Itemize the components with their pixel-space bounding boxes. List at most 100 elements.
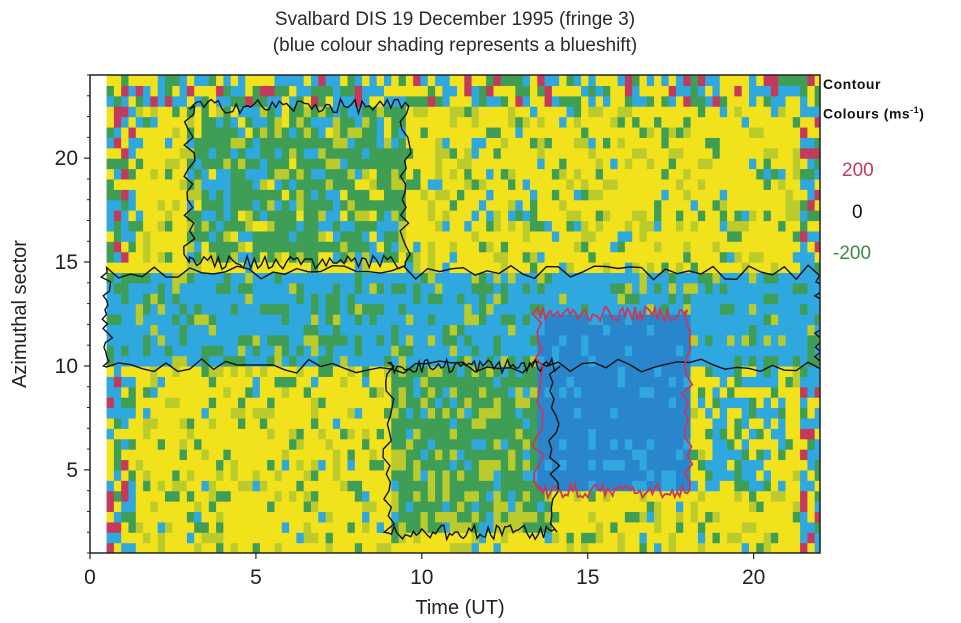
heatmap-cell [128, 220, 137, 232]
heatmap-cell [661, 397, 670, 409]
heatmap-cell [201, 178, 210, 190]
heatmap-cell [391, 293, 400, 305]
heatmap-cell [705, 407, 714, 419]
heatmap-cell [201, 282, 210, 294]
heatmap-cell [493, 376, 502, 388]
heatmap-cell [310, 449, 319, 461]
heatmap-cell [121, 490, 130, 502]
heatmap-cell [325, 521, 334, 533]
heatmap-cell [697, 438, 706, 450]
heatmap-cell [135, 158, 144, 170]
heatmap-cell [216, 293, 224, 305]
heatmap-cell [471, 272, 480, 284]
heatmap-cell [245, 293, 254, 305]
heatmap-cell [237, 199, 246, 211]
heatmap-cell [398, 376, 407, 388]
heatmap-cell [792, 459, 801, 471]
heatmap-cell [281, 542, 290, 553]
heatmap-cell [456, 168, 465, 180]
heatmap-cell [121, 459, 130, 471]
heatmap-cell [449, 365, 458, 377]
heatmap-cell [340, 189, 349, 201]
heatmap-cell [420, 428, 429, 440]
heatmap-cell [157, 542, 166, 553]
heatmap-cell [537, 241, 546, 253]
heatmap-cell [456, 189, 465, 201]
heatmap-cell [310, 85, 319, 97]
heatmap-cell [340, 303, 349, 315]
heatmap-cell [478, 158, 487, 170]
heatmap-cell [435, 272, 443, 284]
heatmap-cell [705, 386, 714, 398]
heatmap-cell [194, 220, 203, 232]
heatmap-cell [814, 106, 820, 118]
heatmap-cell [113, 75, 122, 86]
heatmap-cell [471, 480, 480, 492]
heatmap-cell [230, 459, 239, 471]
heatmap-cell [551, 324, 560, 336]
heatmap-cell [289, 95, 297, 107]
heatmap-cell [712, 521, 721, 533]
heatmap-cell [435, 168, 443, 180]
heatmap-cell [427, 85, 436, 97]
heatmap-cell [697, 501, 706, 513]
heatmap-cell [340, 480, 349, 492]
heatmap-cell [529, 376, 538, 388]
heatmap-cell [690, 251, 699, 263]
heatmap-cell [748, 282, 757, 294]
heatmap-cell [778, 407, 787, 419]
heatmap-cell [515, 262, 524, 274]
heatmap-cell [274, 168, 283, 180]
heatmap-cell [179, 116, 188, 128]
heatmap-cell [807, 345, 816, 357]
heatmap-cell [318, 334, 327, 346]
heatmap-cell [763, 199, 772, 211]
heatmap-cell [362, 220, 370, 232]
heatmap-cell [654, 345, 662, 357]
heatmap-cell [610, 334, 619, 346]
heatmap-cell [632, 511, 641, 523]
heatmap-cell [500, 428, 509, 440]
heatmap-cell [186, 303, 195, 315]
heatmap-cell [150, 220, 159, 232]
heatmap-cell [727, 532, 735, 544]
heatmap-cell [508, 178, 516, 190]
heatmap-cell [566, 230, 575, 242]
heatmap-cell [449, 220, 458, 232]
heatmap-cell [792, 106, 801, 118]
heatmap-cell [756, 428, 765, 440]
heatmap-cell [391, 126, 400, 138]
heatmap-cell [807, 158, 816, 170]
heatmap-cell [661, 376, 670, 388]
heatmap-cell [478, 210, 487, 222]
heatmap-cell [770, 501, 779, 513]
heatmap-cell [522, 303, 531, 315]
heatmap-cell [318, 449, 327, 461]
heatmap-cell [668, 116, 677, 128]
heatmap-cell [237, 542, 246, 553]
heatmap-cell [398, 272, 407, 284]
heatmap-cell [639, 241, 648, 253]
heatmap-cell [143, 282, 151, 294]
heatmap-cell [602, 95, 611, 107]
heatmap-cell [383, 511, 392, 523]
heatmap-cell [544, 438, 553, 450]
heatmap-cell [237, 417, 246, 429]
heatmap-cell [172, 397, 181, 409]
heatmap-cell [164, 251, 173, 263]
heatmap-cell [581, 199, 589, 211]
heatmap-cell [376, 365, 385, 377]
heatmap-cell [785, 365, 794, 377]
heatmap-cell [164, 407, 173, 419]
heatmap-cell [581, 210, 589, 222]
heatmap-cell [143, 262, 151, 274]
heatmap-cell [756, 542, 765, 553]
heatmap-cell [435, 303, 443, 315]
heatmap-cell [814, 365, 820, 377]
heatmap-cell [186, 106, 195, 118]
heatmap-cell [675, 116, 684, 128]
heatmap-cell [581, 241, 589, 253]
heatmap-cell [486, 262, 495, 274]
heatmap-cell [332, 230, 341, 242]
heatmap-cell [150, 282, 159, 294]
